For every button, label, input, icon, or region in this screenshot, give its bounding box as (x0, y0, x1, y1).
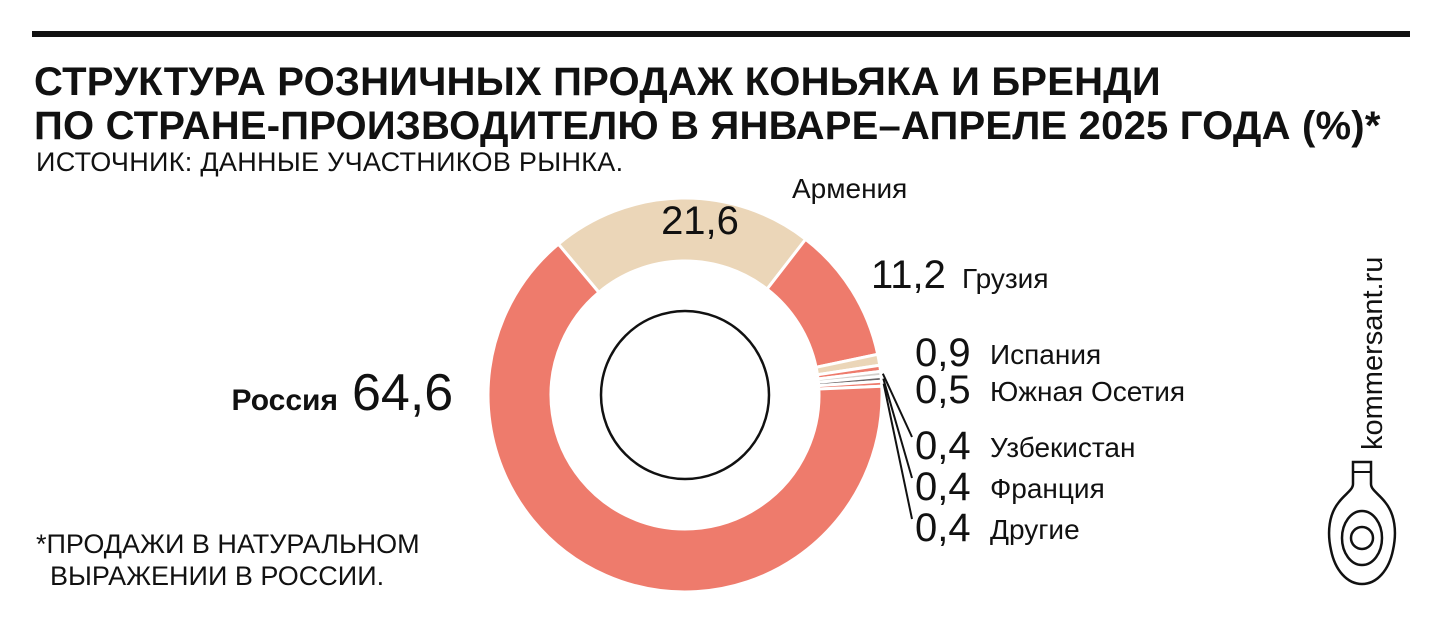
value-label-france: 0,4 (915, 465, 971, 509)
leader-line-other (882, 383, 913, 520)
value-label-spain: 0,9 (915, 331, 971, 375)
category-label-georgia: Грузия (962, 263, 1049, 294)
category-label-france: Франция (990, 473, 1105, 504)
chart-title-line-1: СТРУКТУРА РОЗНИЧНЫХ ПРОДАЖ КОНЬЯКА И БРЕ… (34, 60, 1161, 104)
chart-title: СТРУКТУРА РОЗНИЧНЫХ ПРОДАЖ КОНЬЯКА И БРЕ… (34, 60, 1381, 148)
value-label-georgia: 11,2 (871, 253, 946, 297)
cognac-bottle-icon (1327, 460, 1397, 586)
chart-title-line-2: ПО СТРАНЕ-ПРОИЗВОДИТЕЛЮ В ЯНВАРЕ–АПРЕЛЕ … (34, 104, 1381, 148)
center-circle (599, 309, 771, 481)
value-label-russia: 64,6 (352, 364, 453, 422)
category-label-armenia: Армения (792, 173, 907, 204)
brand-text: kommersant.ru (1357, 257, 1389, 450)
footnote-line-2: ВЫРАЖЕНИИ В РОССИИ. (50, 561, 385, 591)
value-label-uzbekistan: 0,4 (915, 424, 971, 468)
value-label-other: 0,4 (915, 506, 971, 550)
chart-footnote: *ПРОДАЖИ В НАТУРАЛЬНОМ ВЫРАЖЕНИИ В РОССИ… (36, 528, 420, 592)
category-label-uzbekistan: Узбекистан (990, 432, 1135, 463)
category-label-south-ossetia: Южная Осетия (990, 376, 1185, 407)
value-label-south-ossetia: 0,5 (915, 368, 971, 412)
top-rule (32, 31, 1410, 37)
category-label-spain: Испания (990, 339, 1101, 370)
footnote-line-1: *ПРОДАЖИ В НАТУРАЛЬНОМ (36, 529, 420, 559)
chart-source: ИСТОЧНИК: ДАННЫЕ УЧАСТНИКОВ РЫНКА. (36, 147, 624, 177)
category-label-russia: Россия (231, 384, 338, 417)
leader-line-uzbekistan (881, 373, 913, 438)
donut-slice-russia (486, 241, 884, 594)
value-label-armenia: 21,6 (661, 199, 739, 243)
category-label-other: Другие (990, 514, 1080, 545)
leader-line-france (882, 378, 913, 479)
brand-watermark: kommersant.ru (1357, 257, 1389, 450)
